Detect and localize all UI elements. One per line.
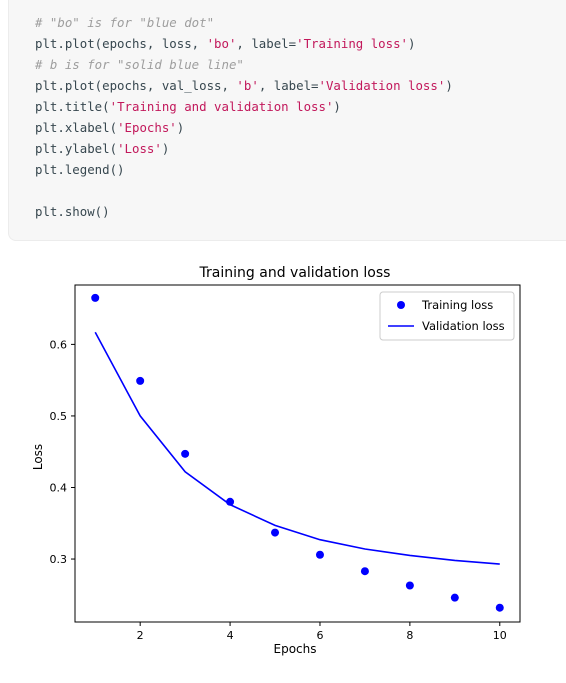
code-line: plt.ylabel('Loss') (35, 138, 453, 159)
code-token-plain: plt.legend() (35, 162, 125, 177)
x-tick-label: 6 (316, 629, 323, 642)
legend-label: Validation loss (422, 319, 505, 333)
code-token-plain: plt.xlabel( (35, 120, 118, 135)
legend-dot-marker (397, 301, 405, 309)
code-token-plain: plt.title( (35, 99, 110, 114)
y-tick-label: 0.5 (50, 410, 68, 423)
chart-figure: Training and validation loss Epochs Loss… (0, 255, 566, 679)
code-token-plain: plt.plot(epochs, val_loss, (35, 78, 237, 93)
training-loss-point (315, 550, 324, 559)
code-line: plt.xlabel('Epochs') (35, 117, 453, 138)
chart-title: Training and validation loss (199, 265, 391, 281)
training-loss-point (450, 593, 459, 602)
code-line (35, 180, 453, 201)
code-token-plain: ) (176, 120, 185, 135)
code-line: plt.plot(epochs, val_loss, 'b', label='V… (35, 75, 453, 96)
code-block: # "bo" is for "blue dot" plt.plot(epochs,… (8, 0, 566, 241)
x-axis-label: Epochs (274, 642, 317, 656)
y-tick-label: 0.3 (50, 553, 68, 566)
code-token-string: 'Epochs' (117, 120, 177, 135)
x-tick-label: 10 (493, 629, 507, 642)
code-token-comment: # b is for "solid blue line" (35, 57, 244, 72)
y-axis-label: Loss (31, 444, 45, 470)
x-tick-label: 2 (137, 629, 144, 642)
code-token-string: 'b' (236, 78, 259, 93)
training-loss-point (360, 567, 369, 576)
code-token-string: 'Training and validation loss' (109, 99, 334, 114)
code-token-plain: plt.plot(epochs, loss, (35, 36, 207, 51)
code-token-string: 'bo' (206, 36, 237, 51)
code-line: plt.title('Training and validation loss'… (35, 96, 453, 117)
code-lines: # "bo" is for "blue dot" plt.plot(epochs,… (35, 12, 453, 222)
code-token-comment: # "bo" is for "blue dot" (35, 15, 215, 30)
code-token-plain: ) (161, 141, 170, 156)
training-loss-point (181, 449, 190, 458)
plot-area: 2 4 6 8 10 0.3 0.4 0.5 0.6 (50, 284, 521, 642)
code-token-plain: ) (445, 78, 453, 93)
training-loss-point (405, 581, 414, 590)
training-loss-point (91, 293, 100, 302)
code-token-plain: plt.ylabel( (35, 141, 118, 156)
code-token-plain: ) (408, 36, 416, 51)
chart-legend: Training loss Validation loss (379, 291, 515, 341)
validation-loss-line (94, 331, 500, 565)
x-tick-label: 8 (406, 629, 413, 642)
y-tick-label: 0.6 (50, 338, 68, 351)
code-line: plt.show() (35, 201, 453, 222)
plot-frame (74, 284, 521, 623)
legend-box (379, 291, 515, 341)
training-loss-point (271, 528, 280, 537)
code-line: # b is for "solid blue line" (35, 54, 453, 75)
code-token-string: 'Validation loss' (318, 78, 446, 93)
code-token-string: 'Training loss' (296, 36, 409, 51)
code-token-plain: plt.show() (35, 204, 110, 219)
code-token-plain: , label= (258, 78, 319, 93)
training-loss-point (136, 376, 145, 385)
chart-svg: Training and validation loss Epochs Loss… (31, 265, 521, 656)
code-token-plain: , label= (236, 36, 297, 51)
y-tick-label: 0.4 (50, 481, 68, 494)
legend-label: Training loss (421, 298, 493, 312)
training-loss-point (495, 603, 504, 612)
x-tick-label: 4 (227, 629, 234, 642)
code-line: plt.legend() (35, 159, 453, 180)
code-token-string: 'Loss' (117, 141, 162, 156)
code-token-plain: ) (333, 99, 341, 114)
code-line: plt.plot(epochs, loss, 'bo', label='Trai… (35, 33, 453, 54)
code-line: # "bo" is for "blue dot" (35, 12, 453, 33)
